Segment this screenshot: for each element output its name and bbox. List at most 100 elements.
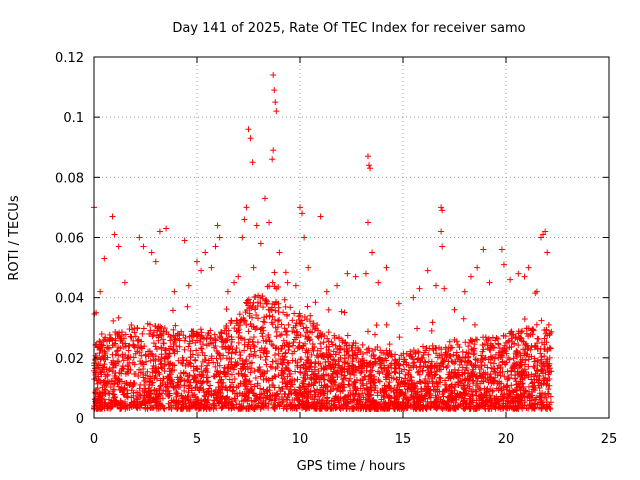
data-point (273, 108, 280, 115)
data-point (426, 387, 433, 394)
data-point (417, 363, 424, 370)
data-point (170, 397, 177, 404)
data-point (363, 367, 370, 374)
data-point (505, 392, 512, 399)
data-point (249, 338, 256, 345)
data-point (364, 219, 371, 226)
data-point (447, 392, 454, 399)
data-point (526, 353, 533, 360)
data-point (277, 346, 284, 353)
data-point (114, 347, 121, 354)
data-point (160, 405, 167, 412)
data-point (283, 364, 290, 371)
data-point (136, 385, 143, 392)
data-point (137, 392, 144, 399)
data-point (544, 356, 551, 363)
data-point (461, 386, 468, 393)
data-point (231, 404, 238, 411)
data-point (245, 126, 252, 133)
data-point (101, 377, 108, 384)
data-point (517, 334, 524, 341)
data-point (325, 329, 332, 336)
data-point (181, 346, 188, 353)
data-point (438, 366, 445, 373)
data-point (299, 391, 306, 398)
data-point (291, 310, 298, 317)
data-point (509, 395, 516, 402)
data-point (469, 338, 476, 345)
data-point (317, 213, 324, 220)
data-point (251, 383, 258, 390)
data-point (257, 399, 264, 406)
data-point (260, 386, 267, 393)
data-point (290, 339, 297, 346)
data-point (228, 405, 235, 412)
data-point (284, 359, 291, 366)
data-point (400, 356, 407, 363)
data-point (392, 394, 399, 401)
data-point (517, 352, 524, 359)
data-point (327, 366, 334, 373)
data-point (510, 363, 517, 370)
data-point (198, 345, 205, 352)
data-point (117, 386, 124, 393)
data-point (417, 394, 424, 401)
data-point (277, 356, 284, 363)
data-point (533, 321, 540, 328)
data-point (385, 392, 392, 399)
data-point (253, 222, 260, 229)
data-point (181, 237, 188, 244)
data-point (104, 372, 111, 379)
data-point (233, 320, 240, 327)
data-point (371, 387, 378, 394)
data-point (285, 347, 292, 354)
data-point (244, 398, 251, 405)
data-point (137, 381, 144, 388)
data-point (153, 332, 160, 339)
data-point (97, 362, 104, 369)
data-point (290, 324, 297, 331)
data-point (208, 264, 215, 271)
data-point (338, 308, 345, 315)
data-point (98, 330, 105, 337)
data-point (533, 288, 540, 295)
data-point (225, 344, 232, 351)
data-point (131, 361, 138, 368)
data-point (460, 315, 467, 322)
data-point (237, 352, 244, 359)
data-point (159, 395, 166, 402)
data-point (184, 393, 191, 400)
data-point (101, 350, 108, 357)
data-point (167, 380, 174, 387)
data-point (174, 330, 181, 337)
data-point (364, 153, 371, 160)
data-point (307, 394, 314, 401)
data-point (545, 321, 552, 328)
data-point (419, 367, 426, 374)
data-point (260, 324, 267, 331)
y-tick-label: 0.12 (55, 51, 84, 66)
data-point (386, 347, 393, 354)
data-point (166, 345, 173, 352)
data-point (465, 357, 472, 364)
data-point (156, 385, 163, 392)
data-point (268, 341, 275, 348)
data-point (266, 312, 273, 319)
data-point (136, 234, 143, 241)
data-point (207, 382, 214, 389)
data-point (369, 249, 376, 256)
data-point (344, 360, 351, 367)
data-point (472, 356, 479, 363)
data-point (227, 365, 234, 372)
data-point (286, 386, 293, 393)
x-axis-ticks: 0 5 10 15 20 25 (90, 57, 617, 447)
data-point (276, 396, 283, 403)
data-point (193, 379, 200, 386)
data-point (280, 397, 287, 404)
data-point (192, 365, 199, 372)
data-point (419, 354, 426, 361)
data-point (539, 399, 546, 406)
data-point (280, 369, 287, 376)
data-point (262, 395, 269, 402)
data-point (487, 402, 494, 409)
